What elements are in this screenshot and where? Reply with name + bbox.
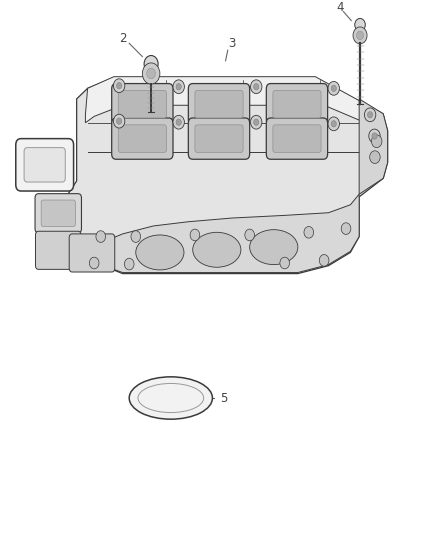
Circle shape	[245, 229, 254, 241]
Text: 4: 4	[336, 1, 344, 14]
Circle shape	[304, 227, 314, 238]
Circle shape	[173, 80, 184, 94]
Circle shape	[254, 119, 259, 125]
Circle shape	[117, 118, 122, 124]
Circle shape	[173, 115, 184, 129]
Circle shape	[147, 68, 155, 79]
Ellipse shape	[129, 377, 212, 419]
Circle shape	[113, 114, 125, 128]
Circle shape	[331, 120, 336, 127]
Circle shape	[372, 133, 377, 139]
FancyBboxPatch shape	[273, 125, 321, 152]
FancyBboxPatch shape	[41, 200, 75, 227]
Polygon shape	[64, 199, 77, 234]
FancyBboxPatch shape	[188, 84, 250, 125]
Text: 2: 2	[119, 31, 127, 45]
Circle shape	[142, 63, 160, 84]
Circle shape	[251, 115, 262, 129]
Polygon shape	[64, 78, 388, 273]
Circle shape	[371, 135, 382, 148]
FancyBboxPatch shape	[273, 91, 321, 118]
Circle shape	[355, 19, 365, 31]
FancyBboxPatch shape	[118, 91, 166, 118]
FancyBboxPatch shape	[266, 84, 328, 125]
FancyBboxPatch shape	[35, 231, 81, 269]
Circle shape	[254, 84, 259, 90]
Circle shape	[124, 259, 134, 270]
Circle shape	[319, 255, 329, 266]
Circle shape	[328, 82, 339, 95]
Polygon shape	[85, 77, 385, 136]
FancyBboxPatch shape	[112, 84, 173, 125]
Circle shape	[341, 223, 351, 235]
Circle shape	[357, 31, 364, 39]
Circle shape	[176, 119, 181, 125]
Circle shape	[369, 129, 380, 143]
Circle shape	[113, 79, 125, 93]
Circle shape	[144, 55, 158, 72]
Circle shape	[353, 27, 367, 44]
FancyBboxPatch shape	[195, 125, 243, 152]
FancyBboxPatch shape	[69, 234, 115, 272]
Circle shape	[280, 257, 290, 269]
Text: 5: 5	[220, 392, 227, 405]
Ellipse shape	[136, 235, 184, 270]
FancyBboxPatch shape	[16, 139, 74, 191]
Circle shape	[89, 257, 99, 269]
FancyBboxPatch shape	[35, 193, 81, 233]
Text: 3: 3	[229, 37, 236, 50]
Ellipse shape	[193, 232, 241, 267]
FancyBboxPatch shape	[112, 118, 173, 159]
Circle shape	[117, 83, 122, 89]
Polygon shape	[359, 99, 388, 194]
Circle shape	[328, 117, 339, 131]
FancyBboxPatch shape	[188, 118, 250, 159]
FancyBboxPatch shape	[24, 148, 65, 182]
Circle shape	[370, 151, 380, 164]
Circle shape	[190, 229, 200, 241]
FancyBboxPatch shape	[266, 118, 328, 159]
Polygon shape	[77, 194, 359, 272]
Circle shape	[176, 84, 181, 90]
Circle shape	[331, 85, 336, 92]
Circle shape	[367, 111, 373, 118]
FancyBboxPatch shape	[195, 91, 243, 118]
Ellipse shape	[250, 230, 298, 264]
Circle shape	[96, 231, 106, 243]
Circle shape	[131, 231, 141, 243]
Text: 1: 1	[40, 155, 48, 167]
FancyBboxPatch shape	[118, 125, 166, 152]
Circle shape	[251, 80, 262, 94]
Circle shape	[364, 108, 376, 122]
